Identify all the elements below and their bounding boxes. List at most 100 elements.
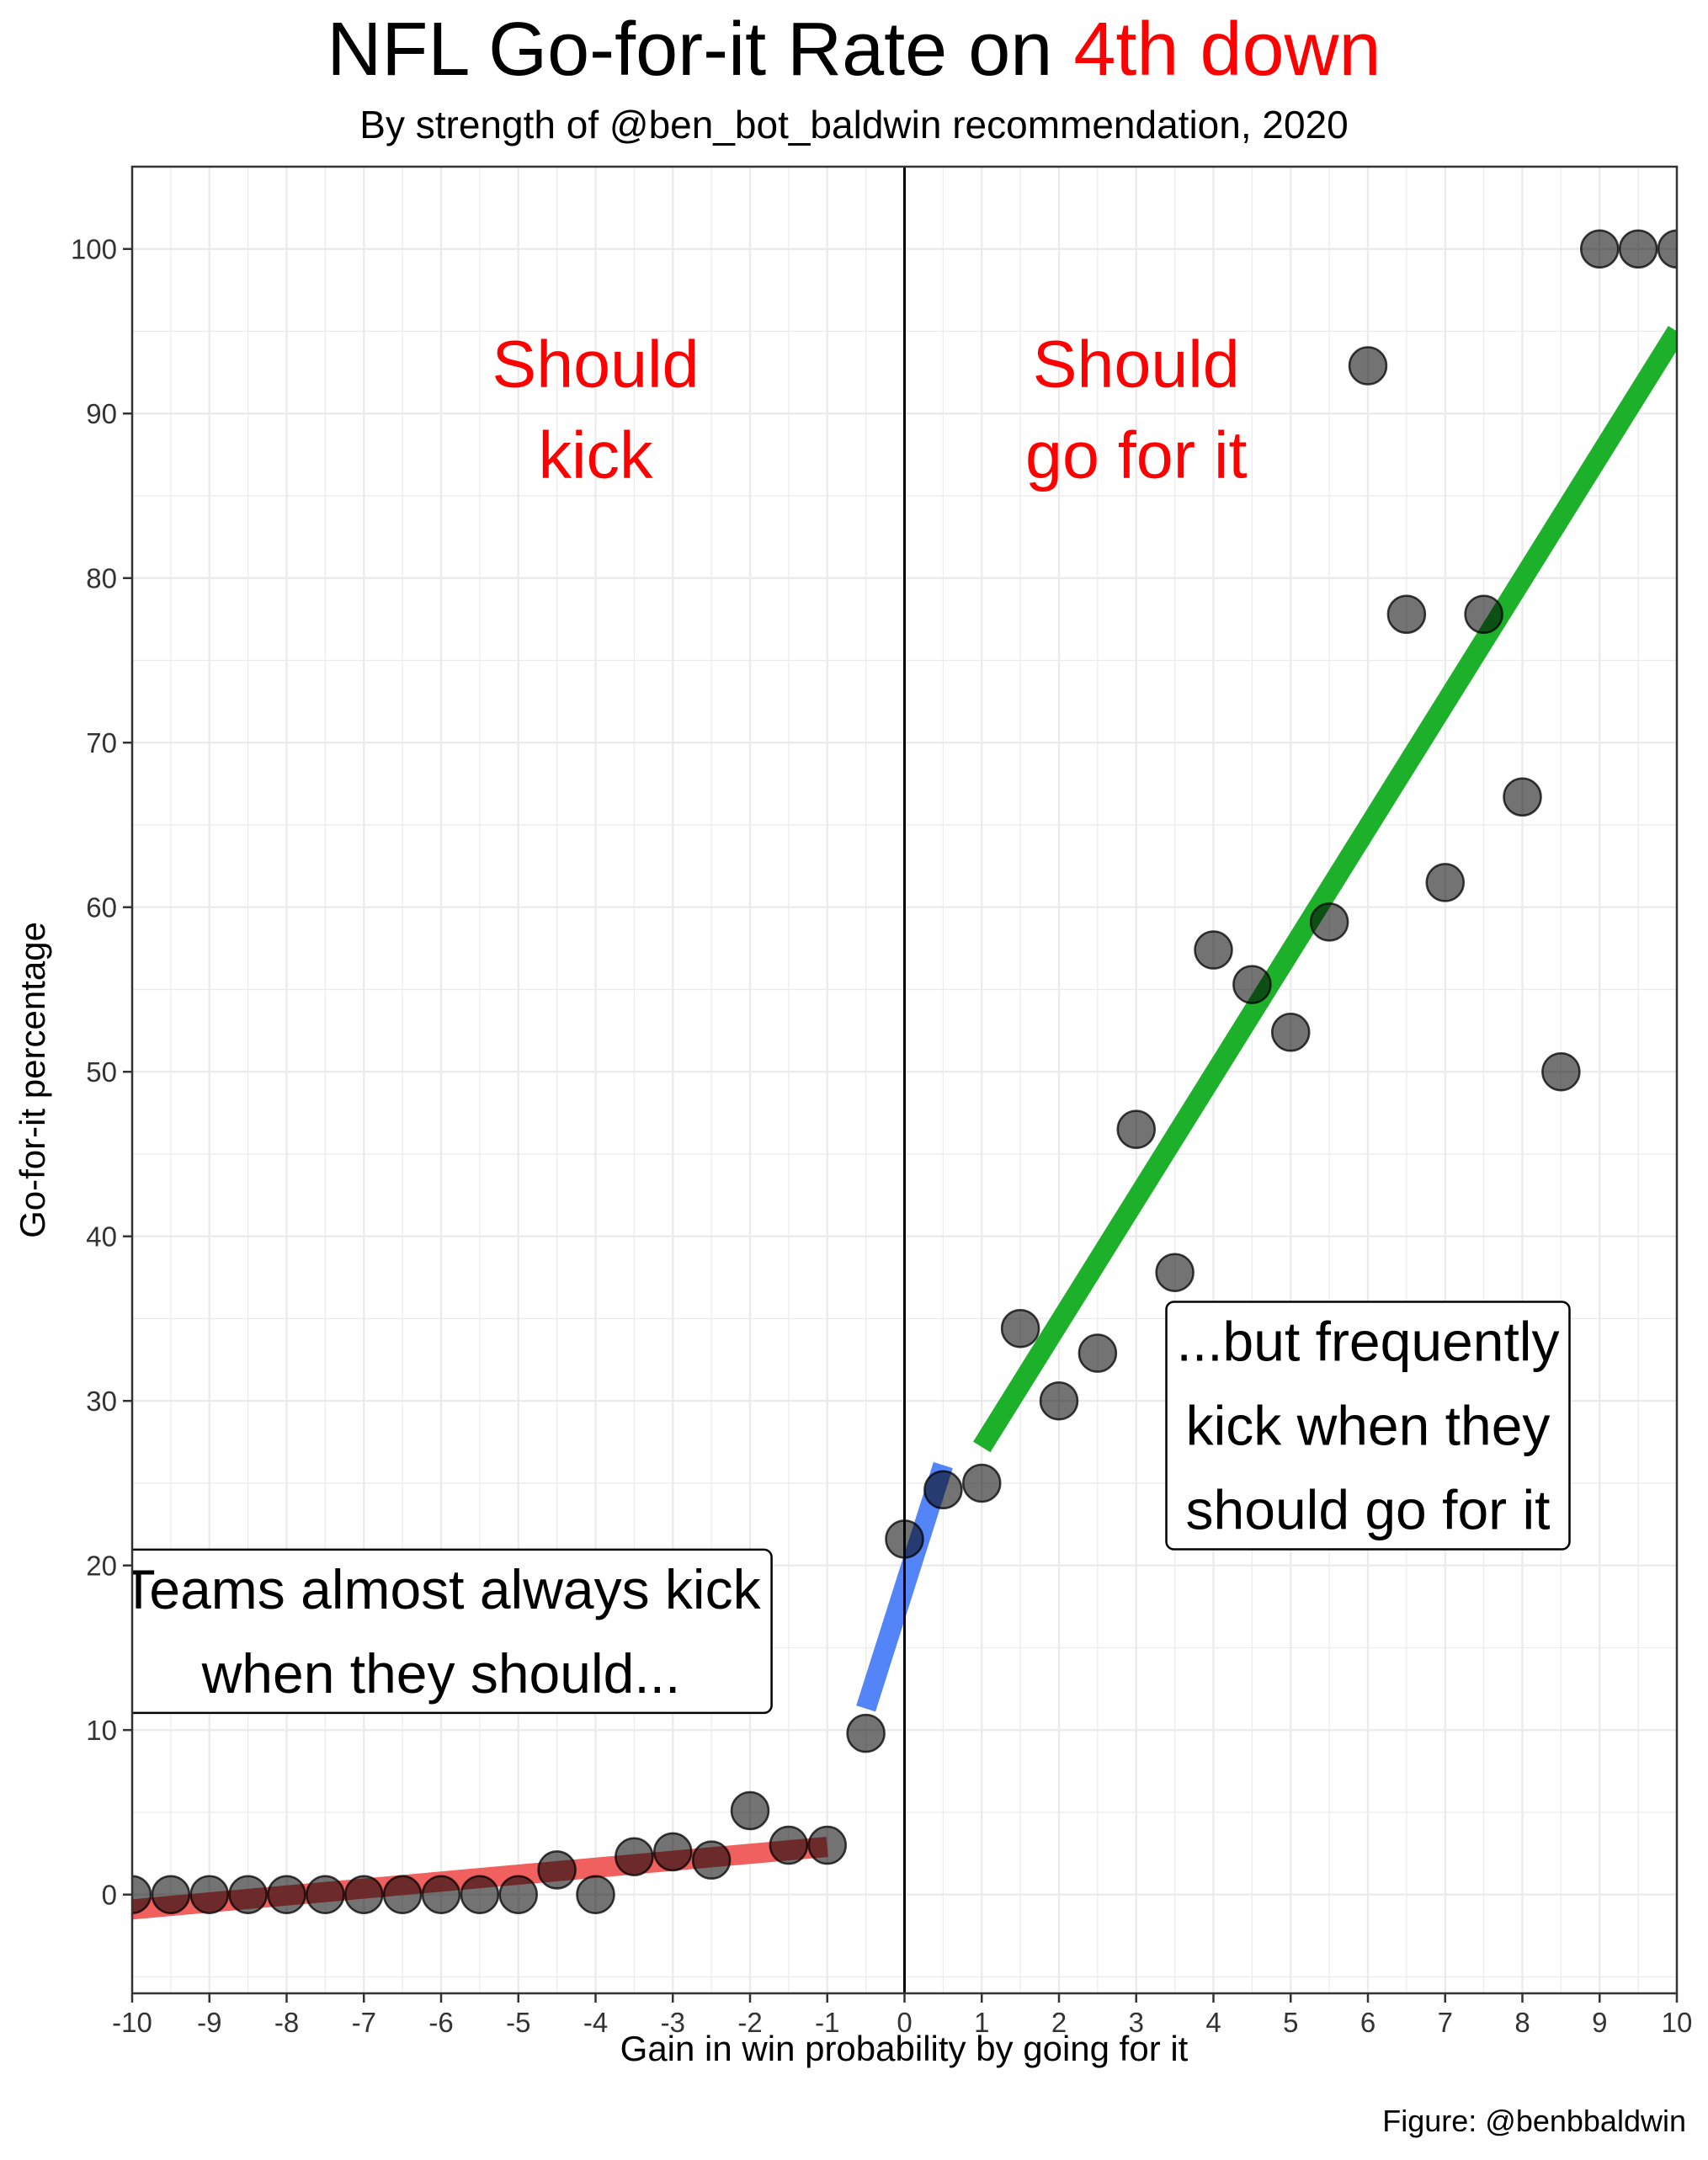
x-axis: -10 -9 -8 -7 -6 -5 -4 -3 -2 -1 0 1 2 3 4 5 6 7 8 9 10 (112, 1993, 1692, 2038)
annotation-2: ...but frequently kick when they should go… (1165, 1301, 1571, 1551)
x-tick-label: 7 (1438, 2007, 1453, 2038)
data-point (382, 1875, 423, 1914)
data-point (1077, 1333, 1118, 1373)
y-tick-label: 50 (86, 1056, 117, 1088)
y-tick-label: 100 (71, 234, 117, 265)
annotations: Teams almost always kick when they should… (121, 1301, 1571, 1715)
chart-title-highlight: 4th down (1073, 8, 1381, 92)
y-tick-label: 90 (86, 398, 117, 429)
x-tick-label: -1 (815, 2007, 839, 2038)
y-axis: 0 10 20 30 40 50 60 70 80 90 100 (71, 234, 132, 1911)
x-tick-label: 1 (974, 2007, 989, 2038)
annotation-text: ...but frequently kick when they should go… (1177, 1311, 1560, 1541)
data-point (1194, 930, 1233, 970)
y-tick-label: 70 (86, 727, 117, 758)
annotation-line: kick when they (1186, 1395, 1551, 1457)
x-tick-label: 9 (1592, 2007, 1607, 2038)
x-axis-title: Gain in win probability by going for it (620, 2029, 1189, 2068)
y-tick-label: 30 (86, 1386, 117, 1417)
data-point (653, 1832, 693, 1872)
x-tick-label: 8 (1514, 2007, 1530, 2038)
data-point (132, 1875, 152, 1914)
data-point (1000, 1308, 1040, 1349)
x-tick-label: -3 (661, 2007, 685, 2038)
x-tick-label: 3 (1129, 2007, 1144, 2038)
data-point (923, 1470, 963, 1510)
data-point (537, 1850, 577, 1890)
data-point (1348, 346, 1388, 386)
data-point (151, 1875, 191, 1914)
annotation-1: Teams almost always kick when they should… (121, 1548, 773, 1715)
data-point (1580, 229, 1620, 269)
data-point (1309, 902, 1349, 942)
y-tick-label: 40 (86, 1221, 117, 1253)
x-tick-label: 4 (1205, 2007, 1221, 2038)
data-point (1116, 1109, 1156, 1149)
data-point (885, 1519, 924, 1559)
data-point (807, 1825, 847, 1865)
data-point (962, 1463, 1002, 1503)
y-tick-label: 80 (86, 563, 117, 594)
data-point (1657, 229, 1677, 269)
x-tick-label: -5 (506, 2007, 530, 2038)
annotation-line: ...but frequently (1177, 1311, 1560, 1373)
y-axis-title: Go-for-it percentage (13, 922, 52, 1238)
x-tick-label: -2 (737, 2007, 762, 2038)
x-tick-label: 10 (1662, 2007, 1693, 2038)
data-point (306, 1875, 345, 1914)
data-points (132, 229, 1677, 1914)
x-tick-label: -9 (197, 2007, 221, 2038)
annotation-line: should go for it (1186, 1479, 1551, 1541)
annotation-box (132, 1548, 773, 1715)
data-point (1155, 1253, 1195, 1292)
x-tick-label: -4 (583, 2007, 608, 2038)
region-label-2: Should go for it (1025, 327, 1248, 492)
region-label-line: Should (492, 327, 700, 402)
data-point (769, 1825, 809, 1865)
data-point (498, 1875, 538, 1914)
data-point (615, 1837, 654, 1876)
x-tick-label: 5 (1283, 2007, 1298, 2038)
data-point (1618, 229, 1658, 269)
region-label-line: Should (1033, 327, 1240, 402)
chart-subtitle: By strength of @ben_bot_baldwin recommen… (359, 103, 1349, 146)
x-tick-label: -7 (352, 2007, 376, 2038)
data-point (421, 1875, 461, 1914)
data-point (576, 1875, 615, 1914)
region-label-line: kick (538, 418, 653, 492)
data-point (1464, 594, 1503, 634)
data-point (1271, 1013, 1311, 1052)
data-point (730, 1790, 770, 1831)
data-point (1386, 594, 1427, 634)
data-point (1232, 965, 1272, 1004)
chart-title-prefix: NFL Go-for-it Rate on (327, 8, 1074, 92)
annotation-line: Teams almost always kick (121, 1558, 761, 1620)
data-point (1425, 863, 1465, 902)
region-label-1: Should kick (492, 327, 700, 492)
data-point (1039, 1381, 1079, 1421)
data-point (1541, 1051, 1581, 1092)
x-tick-label: 2 (1051, 2007, 1067, 2038)
data-point (846, 1713, 886, 1753)
annotation-box (1165, 1301, 1571, 1551)
fit-line-3 (973, 326, 1677, 1453)
x-tick-label: -10 (112, 2007, 152, 2038)
data-point (267, 1875, 306, 1914)
chart-title: NFL Go-for-it Rate on 4th down (0, 2, 1708, 98)
y-tick-label: 0 (102, 1880, 117, 1911)
data-point (460, 1875, 500, 1914)
x-tick-label: -6 (428, 2007, 453, 2038)
data-point (344, 1875, 384, 1914)
x-tick-label: -8 (274, 2007, 299, 2038)
region-label-line: go for it (1025, 418, 1248, 492)
annotation-text: Teams almost always kick when they should… (121, 1558, 761, 1705)
y-tick-label: 20 (86, 1551, 117, 1582)
figure-caption: Figure: @benbbaldwin (1382, 2104, 1686, 2138)
data-point (1503, 777, 1542, 817)
region-labels: Should kick Should go for it (492, 327, 1248, 492)
x-tick-label: 6 (1360, 2007, 1375, 2038)
y-tick-label: 10 (86, 1715, 117, 1746)
data-point (691, 1840, 732, 1880)
x-tick-label: 0 (897, 2007, 912, 2038)
